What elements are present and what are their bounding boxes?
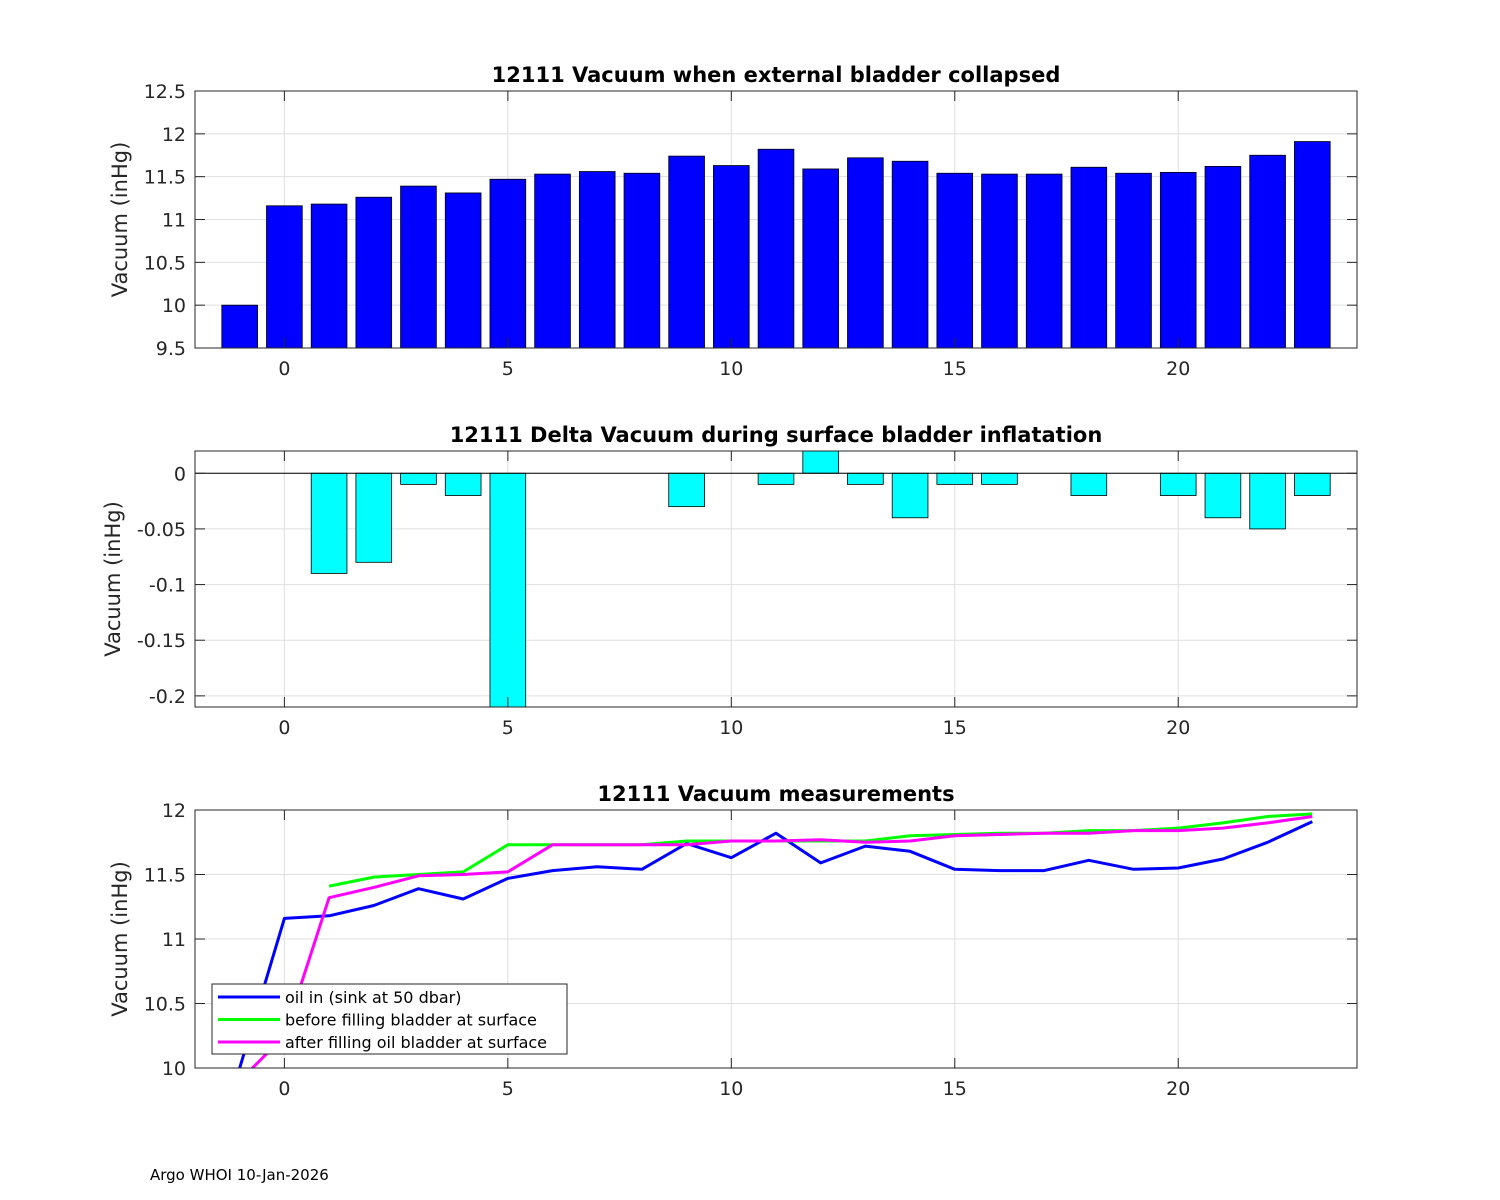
- x-tick-label: 0: [278, 717, 290, 739]
- bar-21: [1204, 472, 1242, 519]
- bar-12: [802, 451, 839, 474]
- bar-3: [400, 185, 437, 348]
- plot-content: [195, 451, 1357, 707]
- chart-2: 0 5 10 15 20 -0.2 -0.15 -0.1 -0.05 0 12111 Delta V…: [101, 423, 1358, 739]
- bar-21: [1204, 165, 1242, 348]
- y-tick-label: -0.15: [137, 630, 186, 652]
- y-tick-label: 9.5: [156, 338, 186, 360]
- bar-9: [668, 472, 705, 508]
- bar-3: [400, 472, 437, 485]
- chart-1: 0 5 10 15 20 9.5 10 10.5 11 11.5 12 12.5 12111 Vacuu…: [108, 63, 1358, 380]
- bar-15: [936, 172, 974, 348]
- y-tick-label: 11.5: [144, 865, 186, 887]
- bar-20: [1159, 472, 1197, 496]
- bar-13: [847, 157, 884, 348]
- x-tick-label: 20: [1166, 1078, 1190, 1100]
- bar-1: [310, 203, 348, 348]
- bar-4: [444, 472, 482, 496]
- bar-0: [266, 205, 303, 348]
- chart-3: 0 5 10 15 20 10 10.5 11 11.5 12 12111 Vacuum measu…: [108, 782, 1358, 1100]
- series-line-1: [238, 820, 1313, 1068]
- axes-box: [194, 450, 1358, 708]
- y-tick-label: 10.5: [144, 994, 186, 1016]
- y-tick-label: 10: [162, 295, 186, 317]
- x-tick-label: 15: [943, 717, 967, 739]
- y-tick-label: -0.2: [149, 686, 186, 708]
- bar-1: [310, 472, 348, 574]
- y-axis-label: Vacuum (inHg): [101, 501, 125, 657]
- plot-content: [221, 141, 1331, 348]
- y-tick-label: 10.5: [144, 252, 186, 274]
- x-tick-label: 10: [719, 358, 743, 380]
- bar-22: [1249, 472, 1286, 530]
- y-tick-label: -0.1: [149, 575, 186, 597]
- y-axis-label: Vacuum (inHg): [108, 142, 132, 298]
- y-tick-label: 11: [162, 929, 186, 951]
- bar-18: [1070, 166, 1108, 348]
- y-tick-label: 12.5: [144, 81, 186, 103]
- bar-2: [355, 196, 393, 348]
- bar-23: [1294, 141, 1331, 348]
- bar-18: [1070, 472, 1108, 496]
- x-tick-label: 20: [1166, 717, 1190, 739]
- bar-23: [1294, 472, 1331, 496]
- bar-7: [578, 171, 616, 348]
- legend: oil in (sink at 50 dbar) before filling b…: [211, 983, 568, 1055]
- y-tick-label: 11.5: [144, 167, 186, 189]
- bar-13: [847, 472, 884, 485]
- chart-title: 12111 Vacuum measurements: [597, 782, 954, 806]
- bar-5: [489, 178, 527, 348]
- x-tick-label: 10: [719, 717, 743, 739]
- bar-9: [668, 155, 705, 348]
- bar-11: [757, 148, 795, 348]
- bar-19: [1115, 172, 1152, 348]
- bar--1: [221, 304, 258, 348]
- plot-content: [238, 812, 1313, 1068]
- x-tick-label: 0: [278, 1078, 290, 1100]
- legend-label-2: before filling bladder at surface: [285, 1011, 537, 1030]
- y-tick-label: 0: [174, 463, 186, 485]
- bar-17: [1025, 173, 1063, 348]
- x-tick-label: 10: [719, 1078, 743, 1100]
- bar-6: [534, 173, 571, 348]
- series-line-3: [250, 815, 1313, 1068]
- bar-20: [1159, 171, 1197, 348]
- y-tick-label: 12: [162, 124, 186, 146]
- bar-2: [355, 472, 393, 563]
- legend-label-1: oil in (sink at 50 dbar): [285, 988, 462, 1007]
- chart-title: 12111 Delta Vacuum during surface bladde…: [450, 423, 1103, 447]
- y-tick-label: 11: [162, 210, 186, 232]
- x-tick-label: 5: [502, 1078, 514, 1100]
- chart-title: 12111 Vacuum when external bladder colla…: [492, 63, 1061, 87]
- x-tick-label: 5: [502, 717, 514, 739]
- x-tick-label: 5: [502, 358, 514, 380]
- y-tick-label: -0.05: [137, 519, 186, 541]
- bar-16: [981, 472, 1018, 485]
- bar-4: [444, 192, 482, 348]
- x-tick-label: 20: [1166, 358, 1190, 380]
- bar-14: [891, 160, 929, 348]
- y-axis-label: Vacuum (inHg): [108, 861, 132, 1017]
- bar-16: [981, 173, 1018, 348]
- y-tick-label: 10: [162, 1058, 186, 1080]
- footer-note: Argo WHOI 10-Jan-2026: [150, 1166, 329, 1184]
- x-tick-label: 15: [943, 358, 967, 380]
- x-tick-label: 0: [278, 358, 290, 380]
- bar-14: [891, 472, 929, 519]
- bar-11: [757, 472, 795, 485]
- legend-label-3: after filling oil bladder at surface: [285, 1033, 547, 1052]
- y-tick-label: 12: [162, 800, 186, 822]
- bar-8: [623, 172, 661, 348]
- bar-15: [936, 472, 974, 485]
- bar-12: [802, 168, 839, 348]
- bar-10: [713, 165, 750, 348]
- bar-5: [489, 472, 527, 707]
- bar-22: [1249, 154, 1286, 348]
- x-tick-label: 15: [943, 1078, 967, 1100]
